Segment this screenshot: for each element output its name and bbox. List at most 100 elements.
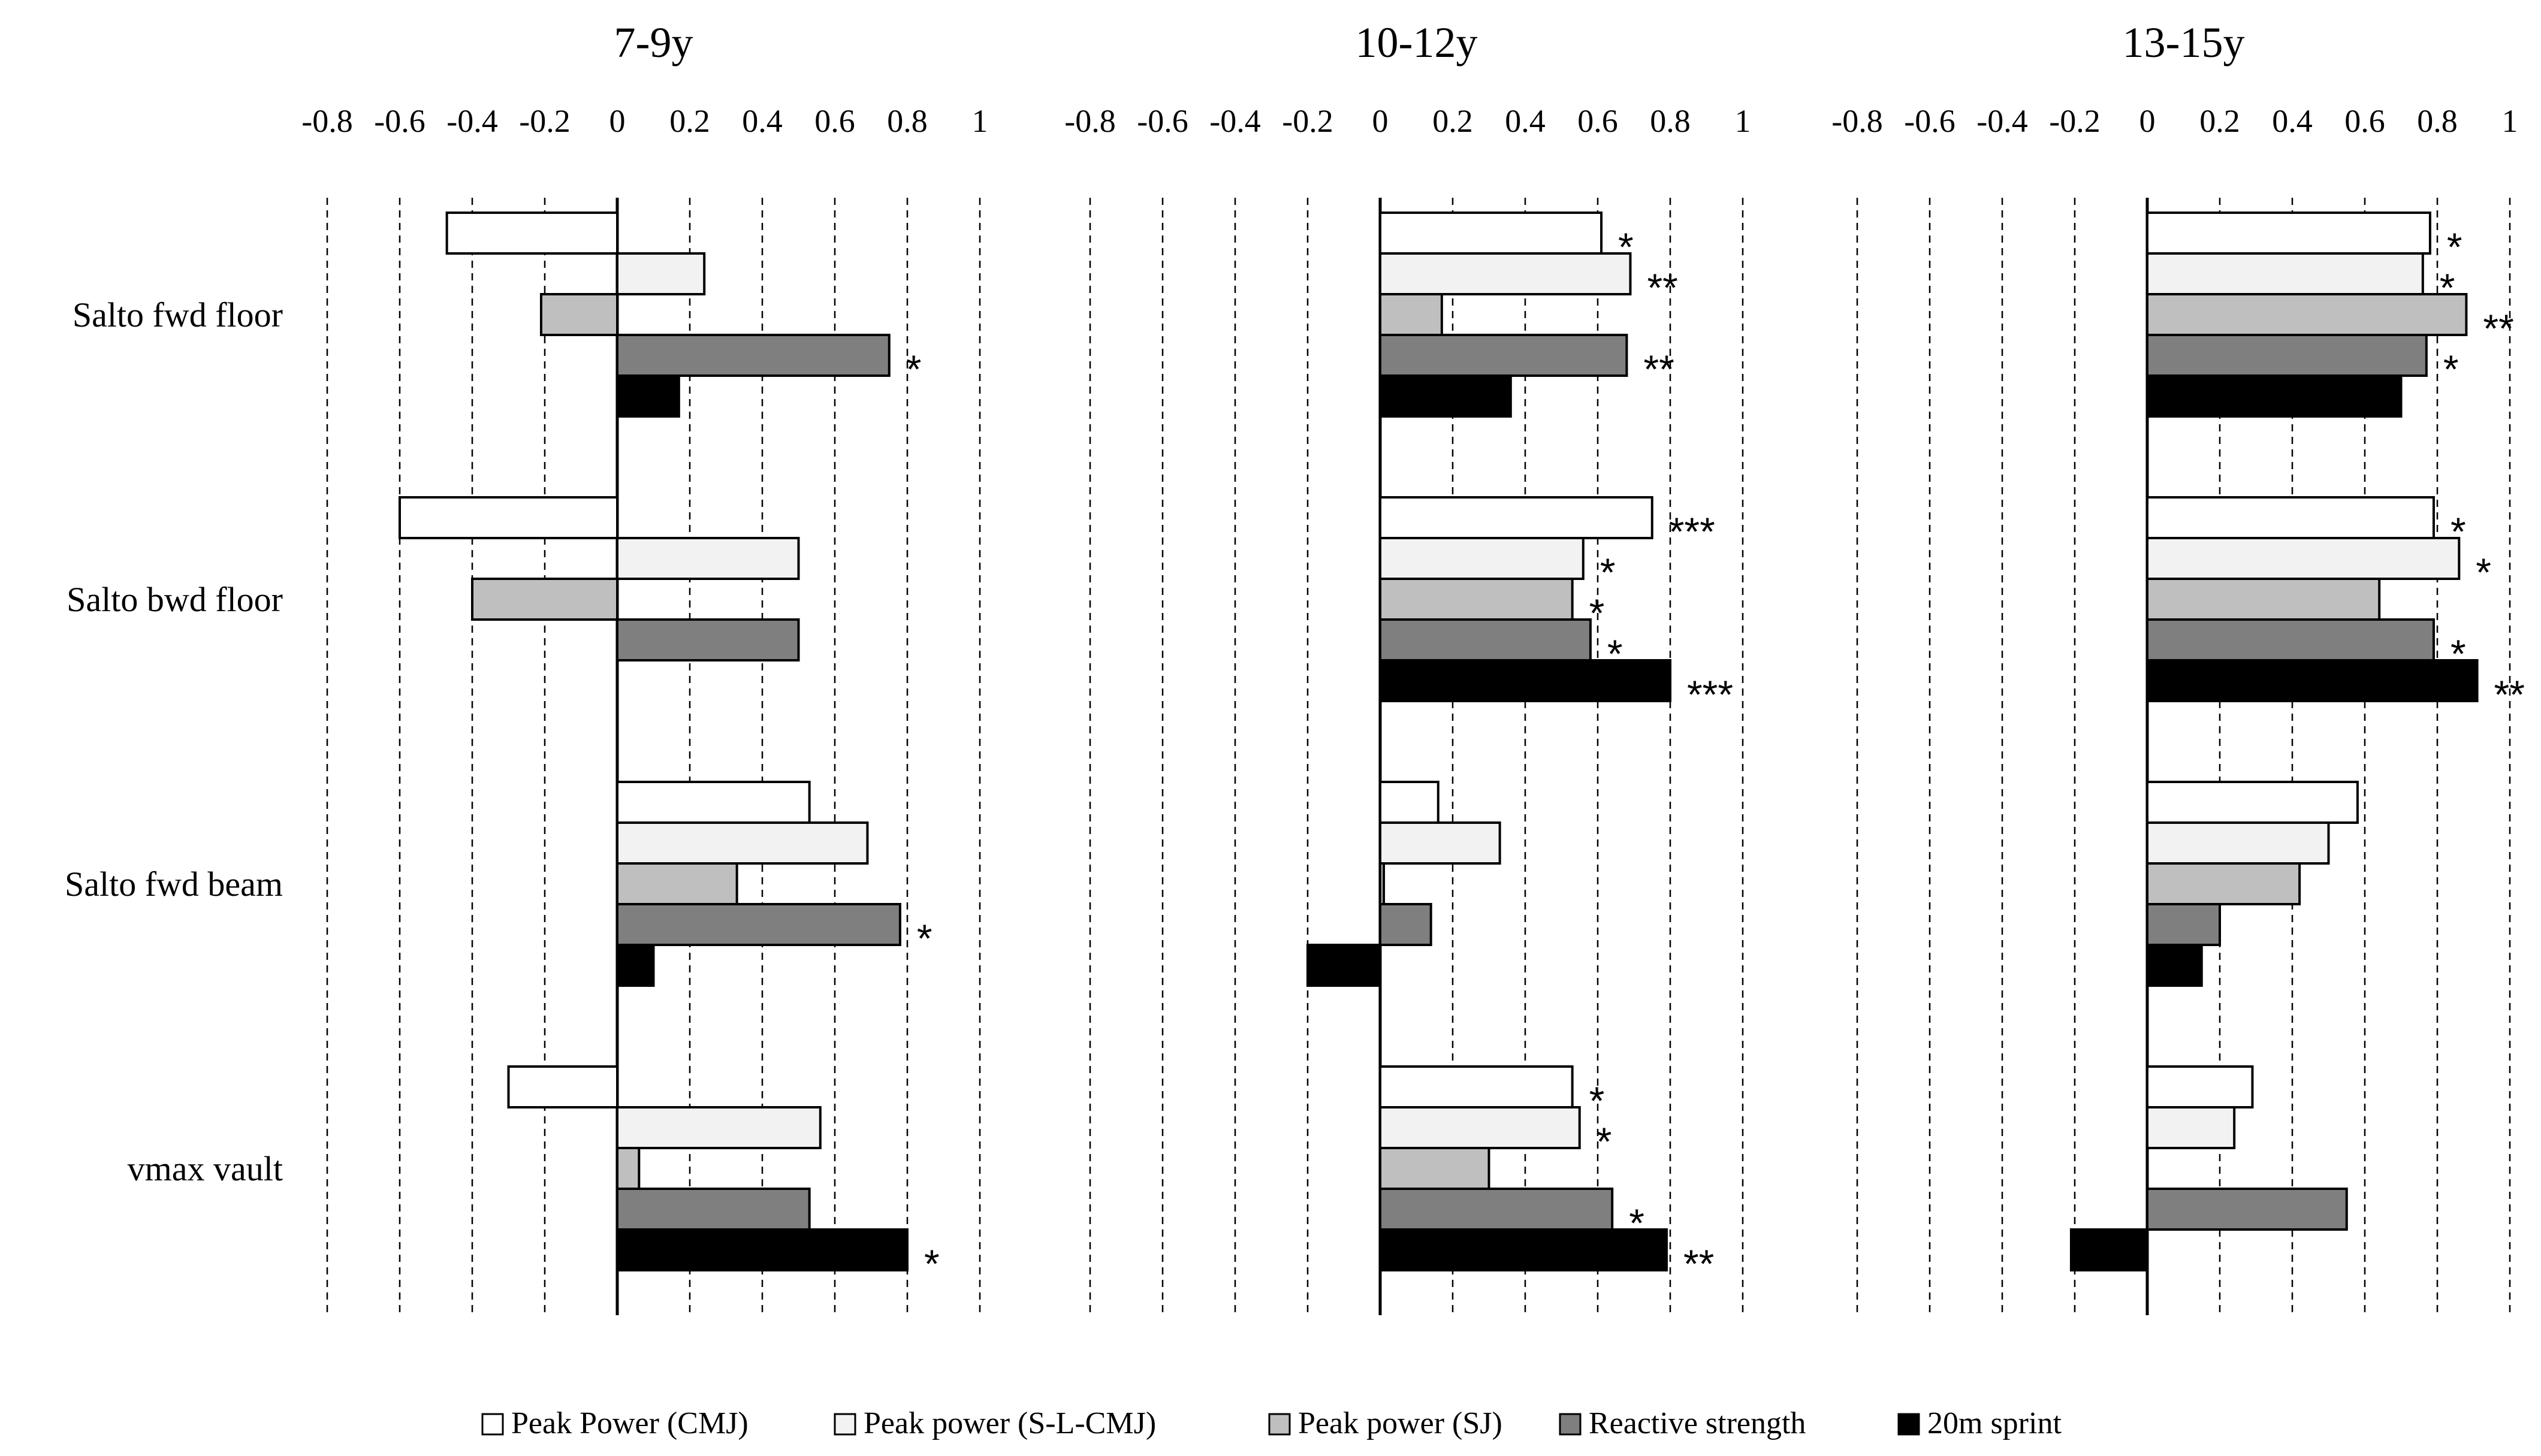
bar — [1379, 496, 1653, 539]
bar — [1379, 1106, 1581, 1149]
significance-label: ** — [1683, 1241, 1714, 1286]
bar — [2146, 252, 2424, 295]
x-tick-label: 0 — [609, 103, 626, 139]
legend-swatch — [1268, 1413, 1291, 1436]
significance-label: * — [1589, 1079, 1605, 1123]
bar — [399, 496, 618, 539]
bar — [2146, 578, 2381, 621]
bar — [2146, 903, 2221, 946]
panel-title: 10-12y — [1356, 19, 1478, 67]
bar — [1379, 578, 1574, 621]
significance-label: * — [906, 347, 922, 391]
significance-label: ** — [1647, 265, 1677, 310]
bar — [616, 1228, 909, 1271]
bar — [616, 252, 706, 295]
legend-label: Peak Power (CMJ) — [511, 1406, 749, 1440]
bar — [2146, 944, 2203, 987]
legend-swatch — [1897, 1413, 1920, 1436]
bar — [1379, 1147, 1490, 1190]
x-tick-label: -0.4 — [1976, 103, 2027, 139]
significance-label: * — [1597, 1119, 1612, 1164]
bar — [616, 781, 811, 824]
significance-label: * — [2447, 225, 2462, 269]
bar — [616, 903, 901, 946]
x-tick-label: 1 — [972, 103, 988, 139]
significance-label: * — [1629, 1201, 1644, 1245]
bar — [1379, 1228, 1668, 1271]
x-tick-label: -0.2 — [1282, 103, 1333, 139]
bar — [616, 944, 655, 987]
panel-title: 7-9y — [614, 19, 693, 67]
significance-label: * — [924, 1241, 940, 1286]
x-tick-label: 0 — [1372, 103, 1389, 139]
bar — [1379, 781, 1440, 824]
bar-layer — [399, 212, 2479, 1271]
bar — [2146, 496, 2435, 539]
legend-item: Peak power (SJ) — [1268, 1406, 1502, 1440]
x-tick-label: -0.4 — [446, 103, 497, 139]
bar — [2146, 1106, 2236, 1149]
legend: Peak Power (CMJ) Peak power (S-L-CMJ) Peak… — [481, 1406, 2062, 1440]
x-tick-label: 0.4 — [2272, 103, 2313, 139]
bar — [2146, 821, 2330, 865]
significance-label: *** — [1669, 509, 1715, 554]
bar — [1379, 537, 1585, 580]
bar — [616, 374, 680, 418]
significance-label: ** — [2483, 306, 2513, 351]
legend-label: 20m sprint — [1927, 1406, 2062, 1440]
label-layer: Salto fwd floor Salto bwd floor Salto fwd … — [65, 19, 2525, 1286]
bar — [1379, 1188, 1614, 1231]
legend-item: Peak power (S-L-CMJ) — [834, 1406, 1156, 1440]
bar — [2146, 862, 2301, 905]
significance-label: ** — [1643, 347, 1674, 391]
bar — [616, 334, 891, 377]
bar — [2146, 374, 2403, 418]
bar — [2069, 1228, 2148, 1271]
x-tick-label: -0.6 — [1904, 103, 1955, 139]
significance-label: ** — [2494, 672, 2525, 717]
x-tick-label: 0.4 — [742, 103, 783, 139]
bar — [616, 1188, 811, 1231]
legend-label: Reactive strength — [1589, 1406, 1806, 1440]
x-tick-label: 0.6 — [814, 103, 855, 139]
x-tick-label: 0.2 — [1432, 103, 1473, 139]
legend-label: Peak power (SJ) — [1298, 1406, 1502, 1440]
bar — [2146, 659, 2479, 702]
bar — [2146, 537, 2461, 580]
x-tick-label: -0.8 — [301, 103, 352, 139]
bar — [616, 1147, 641, 1190]
significance-label: * — [1589, 591, 1605, 635]
bar — [1379, 293, 1443, 336]
x-tick-label: 0.6 — [2344, 103, 2385, 139]
x-tick-label: -0.6 — [374, 103, 425, 139]
bar — [1379, 862, 1386, 905]
x-tick-label: -0.4 — [1209, 103, 1260, 139]
bar — [471, 578, 618, 621]
significance-label: * — [2443, 347, 2459, 391]
bar — [507, 1065, 618, 1108]
bar — [445, 212, 619, 255]
x-tick-label: 0.8 — [887, 103, 928, 139]
significance-label: * — [1618, 225, 1634, 269]
category-label: vmax vault — [128, 1149, 283, 1188]
significance-label: *** — [1687, 672, 1733, 717]
bar — [616, 862, 738, 905]
bar — [2146, 212, 2431, 255]
x-tick-label: 1 — [1735, 103, 1751, 139]
x-tick-label: 0.4 — [1505, 103, 1546, 139]
bar — [1306, 944, 1381, 987]
x-tick-label: 0.6 — [1577, 103, 1618, 139]
x-tick-label: 0 — [2139, 103, 2156, 139]
bar — [616, 1106, 822, 1149]
x-tick-label: -0.2 — [2049, 103, 2100, 139]
bar — [2146, 334, 2428, 377]
significance-label: * — [2476, 550, 2491, 594]
significance-label: * — [1600, 550, 1616, 594]
bar — [1379, 903, 1432, 946]
significance-label: * — [917, 916, 932, 960]
legend-item: Reactive strength — [1559, 1406, 1806, 1440]
x-tick-label: 0.2 — [669, 103, 710, 139]
bar — [616, 537, 800, 580]
x-tick-label: -0.2 — [519, 103, 570, 139]
